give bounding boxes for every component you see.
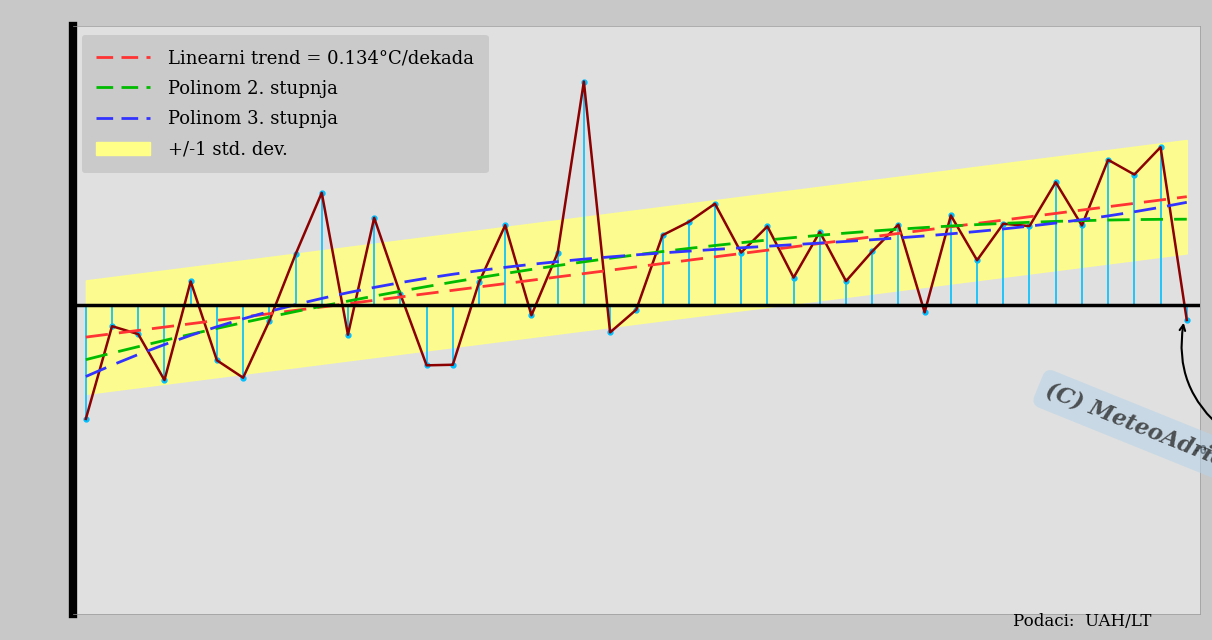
Text: Podaci:  UAH/LT: Podaci: UAH/LT xyxy=(1013,613,1151,630)
Text: (C) MeteoAdriatic.net: (C) MeteoAdriatic.net xyxy=(1042,380,1212,502)
Text: -0.05°C: -0.05°C xyxy=(1191,444,1212,457)
Legend: Linearni trend = 0.134°C/dekada, Polinom 2. stupnja, Polinom 3. stupnja, +/-1 st: Linearni trend = 0.134°C/dekada, Polinom… xyxy=(81,35,488,173)
